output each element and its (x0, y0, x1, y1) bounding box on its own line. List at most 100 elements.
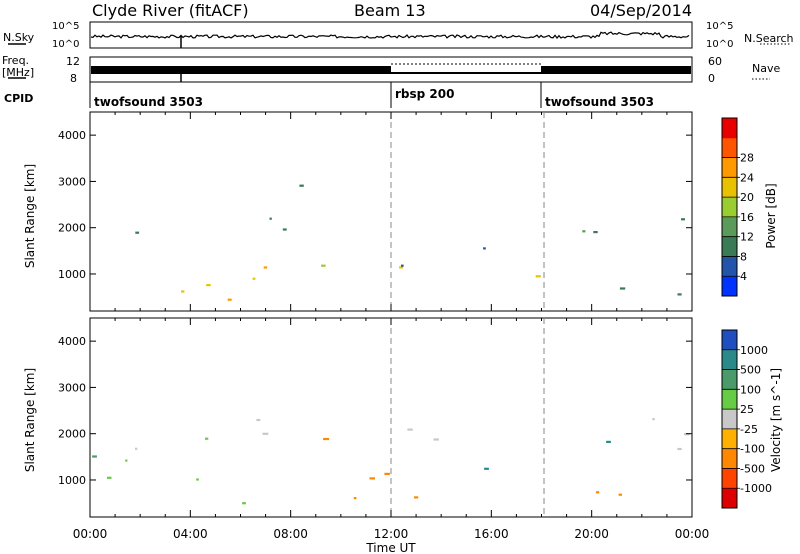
freq-bottom-tick: 8 (70, 72, 77, 85)
beam-label: Beam 13 (354, 1, 426, 20)
power-cell (135, 231, 140, 234)
power-cell (321, 264, 326, 267)
velocity-cell (242, 502, 246, 505)
power-cell (535, 275, 541, 278)
velocity-cell (205, 437, 209, 440)
x-tick-label: 00:00 (73, 527, 108, 541)
nsearch-label: N.Search (744, 32, 794, 45)
velocity-ytick-label: 2000 (58, 428, 86, 441)
velocity-ytick-label: 1000 (58, 474, 86, 487)
x-tick-labels: 00:00 04:00 08:00 12:00 16:00 20:00 00:00 (73, 527, 710, 541)
power-colorbar-tick-label: 12 (740, 231, 754, 244)
power-cell (269, 217, 272, 220)
velocity-colorbar-tick-label: -1000 (740, 482, 772, 495)
power-ytick-label: 1000 (58, 268, 86, 281)
velocity-cell (414, 496, 419, 499)
nave-bottom-tick: 0 (708, 72, 715, 85)
velocity-colorbar-frame (721, 329, 738, 509)
x-tick-label: 04:00 (173, 527, 208, 541)
power-colorbar-tick-label: 28 (740, 152, 754, 165)
power-colorbar-tick-label: 24 (740, 171, 754, 184)
power-colorbar-tick-label: 4 (740, 270, 747, 283)
freq-trace-1 (91, 66, 391, 74)
nsky-label: N.Sky (3, 31, 35, 44)
velocity-cell (323, 437, 330, 441)
velocity-cell (652, 418, 655, 421)
velocity-colorbar-tick-label: -25 (740, 423, 758, 436)
nsky-strip: N.Sky N.Search 10^5 10^0 10^5 10^0 (3, 21, 794, 50)
power-cell (681, 218, 685, 221)
velocity-cell (618, 493, 622, 496)
power-colorbar-swatch (722, 157, 737, 178)
velocity-frame (89, 317, 693, 518)
power-cell (263, 266, 268, 269)
date-label: 04/Sep/2014 (590, 1, 693, 20)
velocity-colorbar-tick-label: 100 (740, 383, 761, 396)
velocity-colorbar-tick-label: 500 (740, 364, 761, 377)
power-cell (282, 228, 287, 231)
nsky-frame (89, 21, 693, 49)
freq-top-tick: 12 (66, 55, 80, 68)
velocity-colorbar-swatch (722, 369, 737, 390)
velocity-colorbar-swatch (722, 389, 737, 410)
power-colorbar-swatch (722, 197, 737, 218)
velocity-ylabel: Slant Range [km] (23, 368, 37, 472)
velocity-cell (353, 497, 357, 500)
freq-strip: Freq. [MHz] 12 8 60 0 Nave (2, 54, 780, 85)
velocity-colorbar-tick-label: 1000 (740, 344, 768, 357)
velocity-axes: 1000 2000 3000 4000 (58, 318, 693, 517)
power-colorbar-swatch (722, 216, 737, 238)
velocity-cell (595, 491, 600, 494)
velocity-colorbar-tick-label: 25 (740, 403, 754, 416)
velocity-colorbar-swatch (722, 428, 737, 450)
velocity-colorbar-swatch (722, 330, 737, 351)
cpid-segment-1: twofsound 3503 (94, 95, 203, 109)
cpid-strip: CPID twofsound 3503 rbsp 200 twofsound 3… (4, 82, 654, 109)
freq-unit-label: [MHz] (2, 66, 34, 79)
power-colorbar-tick-label: 20 (740, 191, 754, 204)
nsky-trace (90, 31, 690, 39)
power-colorbar-label: Power [dB] (764, 183, 778, 248)
velocity-cell (407, 428, 413, 431)
power-cell (206, 284, 211, 287)
power-colorbar-tick-label: 8 (740, 250, 747, 263)
velocity-cell (684, 433, 690, 436)
cpid-label: CPID (4, 92, 33, 105)
freq-trace-2 (391, 72, 541, 74)
power-cell (582, 230, 586, 233)
velocity-cell (125, 459, 128, 462)
power-colorbar-swatch (722, 276, 737, 297)
x-tick-label: 20:00 (574, 527, 609, 541)
velocity-cell (484, 467, 489, 470)
velocity-cell (677, 447, 682, 451)
x-tick-label: 12:00 (374, 527, 409, 541)
radar-title: Clyde River (fitACF) (92, 1, 249, 20)
velocity-cell (433, 438, 439, 441)
power-cell (181, 290, 185, 293)
velocity-colorbar-swatch (722, 468, 737, 489)
power-cell (483, 247, 486, 250)
power-colorbar-swatch (722, 177, 737, 198)
velocity-colorbar-label: Velocity [m s^-1] (769, 368, 783, 472)
power-colorbar-swatch (722, 118, 737, 139)
power-ytick-label: 3000 (58, 175, 86, 188)
x-tick-label: 00:00 (675, 527, 710, 541)
power-data (135, 184, 685, 301)
velocity-colorbar-swatch (722, 488, 737, 509)
velocity-colorbar-swatch (722, 448, 737, 469)
nsky-right-top: 10^5 (706, 21, 733, 32)
velocity-data (92, 418, 690, 505)
velocity-cell (369, 477, 375, 480)
power-cell (619, 287, 626, 290)
power-cell (299, 184, 304, 187)
power-colorbar-swatch (722, 137, 737, 159)
power-colorbar-swatch (722, 256, 737, 277)
x-tick-label: 08:00 (273, 527, 308, 541)
velocity-panel: 1000 2000 3000 4000 (58, 317, 693, 518)
power-frame (89, 111, 693, 312)
power-panel: 1000 2000 3000 4000 (58, 111, 693, 312)
velocity-colorbar: 1000 500 100 25 -25 -100 -500 -1000 (721, 329, 772, 509)
velocity-cell (262, 432, 269, 435)
power-ytick-label: 4000 (58, 129, 86, 142)
